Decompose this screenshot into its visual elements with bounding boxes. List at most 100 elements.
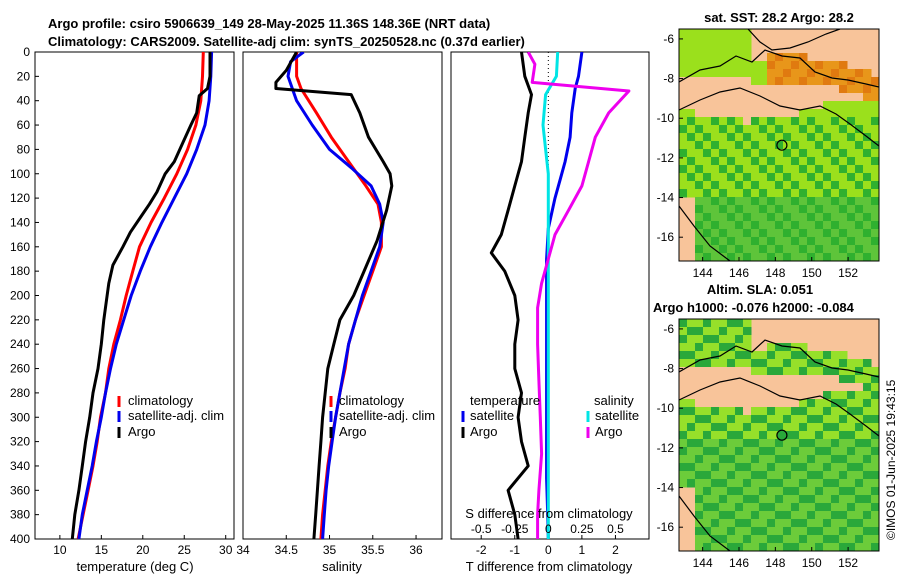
sst-grid-cell: [807, 93, 816, 102]
sst-grid-cell: [791, 125, 800, 134]
sst-grid-cell: [695, 53, 704, 62]
sla-grid-cell: [735, 487, 744, 496]
sst-grid-cell: [687, 101, 696, 110]
sla-grid-cell: [783, 503, 792, 512]
sla-grid-cell: [815, 487, 824, 496]
sla-grid-cell: [775, 447, 784, 456]
sst-grid-cell: [767, 205, 776, 214]
sst-grid-cell: [679, 53, 688, 62]
sst-grid-cell: [871, 77, 879, 86]
sst-grid-cell: [823, 109, 832, 118]
sla-grid-cell: [871, 495, 879, 504]
sst-grid-cell: [727, 101, 736, 110]
sst-grid-cell: [863, 125, 872, 134]
sla-grid-cell: [743, 423, 752, 432]
sst-grid-cell: [831, 85, 840, 94]
sla-grid-cell: [767, 511, 776, 520]
sla-grid-cell: [743, 463, 752, 472]
sla-grid-cell: [767, 471, 776, 480]
sst-grid-cell: [703, 141, 712, 150]
sst-grid-cell: [727, 165, 736, 174]
sst-grid-cell: [871, 221, 879, 230]
sla-grid-cell: [719, 335, 728, 344]
sst-grid-cell: [847, 101, 856, 110]
sla-grid-cell: [807, 359, 816, 368]
sla-grid-cell: [871, 439, 879, 448]
sst-grid-cell: [847, 133, 856, 142]
sst-grid-cell: [751, 85, 760, 94]
sla-coastline-australia: [679, 495, 731, 551]
sst-grid-cell: [855, 149, 864, 158]
sla-grid-cell: [727, 327, 736, 336]
sst-grid-cell: [871, 133, 879, 142]
sst-grid-cell: [719, 149, 728, 158]
sst-grid-cell: [799, 237, 808, 246]
sst-grid-cell: [847, 181, 856, 190]
sla-grid-cell: [711, 423, 720, 432]
sla-grid-cell: [775, 495, 784, 504]
sst-grid-cell: [735, 237, 744, 246]
sla-grid-cell: [743, 519, 752, 528]
sla-grid-cell: [831, 503, 840, 512]
sla-grid-cell: [823, 391, 832, 400]
sst-grid-cell: [791, 165, 800, 174]
sst-grid-cell: [711, 141, 720, 150]
sst-grid-cell: [759, 141, 768, 150]
sla-grid-cell: [839, 431, 848, 440]
sla-grid-cell: [759, 367, 768, 376]
sst-grid-cell: [759, 237, 768, 246]
sla-grid-cell: [711, 463, 720, 472]
sla-grid-cell: [815, 463, 824, 472]
sst-grid-cell: [807, 197, 816, 206]
sst-grid-cell: [687, 133, 696, 142]
sst-grid-cell: [703, 45, 712, 54]
sla-grid-cell: [679, 455, 688, 464]
sla-grid-cell: [679, 359, 688, 368]
sla-grid-cell: [695, 527, 704, 536]
sla-grid-cell: [855, 471, 864, 480]
sst-grid-cell: [695, 165, 704, 174]
sst-grid-cell: [735, 157, 744, 166]
sla-grid-cell: [679, 335, 688, 344]
sla-grid-cell: [871, 447, 879, 456]
sla-grid-cell: [775, 543, 784, 551]
sst-grid-cell: [823, 125, 832, 134]
sst-grid-cell: [775, 77, 784, 86]
sst-grid-cell: [871, 205, 879, 214]
sla-grid-cell: [799, 511, 808, 520]
sst-grid-cell: [703, 197, 712, 206]
sla-grid-cell: [847, 535, 856, 544]
sla-grid-cell: [703, 351, 712, 360]
sst-grid-cell: [759, 149, 768, 158]
sst-grid-cell: [775, 165, 784, 174]
sla-grid-cell: [815, 495, 824, 504]
sla-grid-cell: [823, 447, 832, 456]
sla-grid-cell: [863, 527, 872, 536]
sla-grid-cell: [687, 359, 696, 368]
sst-grid-cell: [743, 189, 752, 198]
sst-grid-cell: [855, 189, 864, 198]
sst-grid-cell: [727, 181, 736, 190]
depth-tick-label: 280: [10, 386, 30, 400]
sst-grid-cell: [679, 61, 688, 70]
sla-grid-cell: [831, 383, 840, 392]
depth-tick-label: 400: [10, 532, 30, 546]
sst-grid-cell: [871, 213, 879, 222]
sst-grid-cell: [743, 205, 752, 214]
sst-grid-cell: [743, 45, 752, 54]
sla-grid-cell: [783, 471, 792, 480]
sla-grid-cell: [735, 471, 744, 480]
sla-grid-cell: [815, 367, 824, 376]
sla-grid-cell: [759, 511, 768, 520]
sla-grid-cell: [767, 367, 776, 376]
sst-grid-cell: [679, 165, 688, 174]
sla-grid-cell: [719, 447, 728, 456]
sst-grid-cell: [831, 93, 840, 102]
sla-grid-cell: [871, 455, 879, 464]
sst-grid-cell: [799, 245, 808, 254]
sla-grid-cell: [791, 415, 800, 424]
sst-grid-cell: [815, 157, 824, 166]
sla-grid-cell: [735, 367, 744, 376]
sla-grid-cell: [735, 431, 744, 440]
sst-grid-cell: [791, 141, 800, 150]
